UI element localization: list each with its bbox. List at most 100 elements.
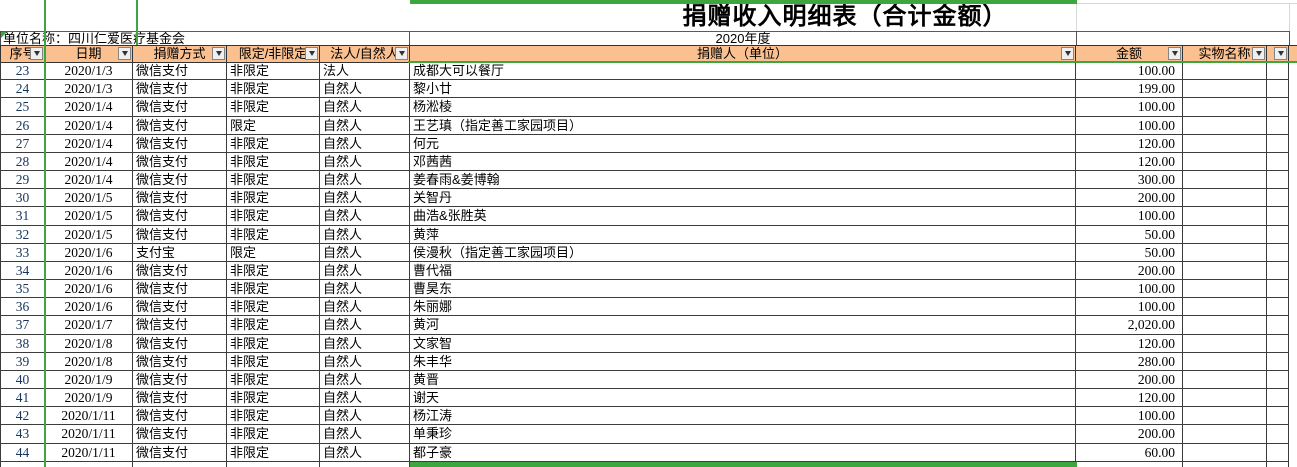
cell-seq[interactable]: 36	[0, 298, 45, 317]
cell-extra[interactable]	[1267, 171, 1289, 190]
cell-method[interactable]: 微信支付	[133, 116, 227, 135]
filter-dropdown-icon[interactable]	[305, 47, 318, 60]
cell-amount[interactable]: 2,020.00	[1076, 316, 1183, 335]
cell-donor[interactable]: 侯漫秋（指定善工家园项目）	[410, 243, 1076, 262]
cell-method[interactable]: 微信支付	[133, 298, 227, 317]
cell-entity[interactable]: 自然人	[320, 80, 410, 99]
cell-entity[interactable]: 自然人	[320, 280, 410, 299]
cell-donor[interactable]: 曲浩&张胜英	[410, 207, 1076, 226]
cell-donor[interactable]: 黄萍	[410, 225, 1076, 244]
cell-amount[interactable]: 200.00	[1076, 370, 1183, 390]
cell-donor[interactable]: 单秉珍	[410, 425, 1076, 444]
cell-donor[interactable]: 王艺瑱（指定善工家园项目）	[410, 116, 1076, 135]
cell-method[interactable]: 微信支付	[133, 207, 227, 226]
cell-seq[interactable]: 38	[0, 334, 45, 353]
cell-amount[interactable]: 200.00	[1076, 425, 1183, 444]
cell-item[interactable]	[1183, 134, 1267, 153]
cell-amount[interactable]	[1076, 461, 1183, 467]
cell-extra[interactable]	[1267, 370, 1289, 390]
cell-entity[interactable]: 自然人	[320, 352, 410, 371]
cell-extra[interactable]	[1267, 298, 1289, 317]
cell-donor[interactable]: 姜春雨&姜博翰	[410, 171, 1076, 190]
cell-method[interactable]: 微信支付	[133, 389, 227, 408]
cell-amount[interactable]: 100.00	[1076, 298, 1183, 317]
cell-amount[interactable]: 100.00	[1076, 62, 1183, 81]
cell-amount[interactable]: 100.00	[1076, 407, 1183, 426]
cell-restriction[interactable]: 限定	[227, 243, 320, 262]
cell-extra[interactable]	[1267, 80, 1289, 99]
cell-item[interactable]	[1183, 189, 1267, 208]
cell-entity[interactable]: 自然人	[320, 152, 410, 172]
cell-amount[interactable]: 199.00	[1076, 80, 1183, 99]
cell-donor[interactable]: 朱丰华	[410, 352, 1076, 371]
cell-item[interactable]	[1183, 207, 1267, 226]
cell-item[interactable]	[1183, 298, 1267, 317]
cell-entity[interactable]: 自然人	[320, 98, 410, 117]
cell-method[interactable]: 支付宝	[133, 243, 227, 262]
cell-amount[interactable]: 280.00	[1076, 352, 1183, 371]
cell-seq[interactable]: 27	[0, 134, 45, 153]
cell-extra[interactable]	[1267, 207, 1289, 226]
cell-seq[interactable]: 29	[0, 171, 45, 190]
cell-entity[interactable]: 自然人	[320, 207, 410, 226]
cell-seq[interactable]: 42	[0, 407, 45, 426]
cell-restriction[interactable]: 非限定	[227, 425, 320, 444]
cell-method[interactable]: 微信支付	[133, 425, 227, 444]
cell-method[interactable]: 微信支付	[133, 443, 227, 462]
cell-donor[interactable]: 黄河	[410, 316, 1076, 335]
cell-item[interactable]	[1183, 389, 1267, 408]
cell-restriction[interactable]: 限定	[227, 116, 320, 135]
cell-date[interactable]: 2020/1/6	[45, 261, 133, 281]
cell-seq[interactable]: 43	[0, 425, 45, 444]
cell-restriction[interactable]: 非限定	[227, 389, 320, 408]
cell-date[interactable]: 2020/1/5	[45, 207, 133, 226]
filter-dropdown-icon[interactable]	[30, 47, 43, 60]
cell-method[interactable]: 微信支付	[133, 370, 227, 390]
cell-seq[interactable]	[0, 461, 45, 467]
cell-item[interactable]	[1183, 443, 1267, 462]
cell-date[interactable]: 2020/1/6	[45, 298, 133, 317]
cell-date[interactable]: 2020/1/5	[45, 189, 133, 208]
cell-method[interactable]: 微信支付	[133, 152, 227, 172]
cell-restriction[interactable]: 非限定	[227, 189, 320, 208]
cell-entity[interactable]: 自然人	[320, 189, 410, 208]
filter-dropdown-icon[interactable]	[1061, 47, 1074, 60]
cell-date[interactable]: 2020/1/11	[45, 407, 133, 426]
cell-seq[interactable]: 35	[0, 280, 45, 299]
cell-date[interactable]: 2020/1/5	[45, 225, 133, 244]
cell-extra[interactable]	[1267, 189, 1289, 208]
cell-amount[interactable]: 100.00	[1076, 116, 1183, 135]
cell-donor[interactable]: 黄晋	[410, 370, 1076, 390]
cell-extra[interactable]	[1267, 425, 1289, 444]
cell-seq[interactable]: 26	[0, 116, 45, 135]
cell-donor[interactable]: 都子豪	[410, 443, 1076, 462]
cell-item[interactable]	[1183, 316, 1267, 335]
cell-entity[interactable]: 自然人	[320, 134, 410, 153]
cell-restriction[interactable]: 非限定	[227, 134, 320, 153]
cell-seq[interactable]: 40	[0, 370, 45, 390]
cell-amount[interactable]: 60.00	[1076, 443, 1183, 462]
cell-method[interactable]: 微信支付	[133, 189, 227, 208]
cell-item[interactable]	[1183, 461, 1267, 467]
cell-method[interactable]: 微信支付	[133, 98, 227, 117]
cell-restriction[interactable]: 非限定	[227, 80, 320, 99]
cell-extra[interactable]	[1267, 352, 1289, 371]
cell-entity[interactable]: 自然人	[320, 316, 410, 335]
cell-item[interactable]	[1183, 425, 1267, 444]
cell-seq[interactable]: 30	[0, 189, 45, 208]
cell-restriction[interactable]: 非限定	[227, 62, 320, 81]
cell-restriction[interactable]: 非限定	[227, 298, 320, 317]
cell-seq[interactable]: 44	[0, 443, 45, 462]
cell-method[interactable]: 微信支付	[133, 280, 227, 299]
cell-method[interactable]: 微信支付	[133, 261, 227, 281]
cell-amount[interactable]: 50.00	[1076, 243, 1183, 262]
cell-date[interactable]: 2020/1/9	[45, 370, 133, 390]
cell-extra[interactable]	[1267, 316, 1289, 335]
cell-item[interactable]	[1183, 370, 1267, 390]
cell-date[interactable]: 2020/1/11	[45, 425, 133, 444]
cell-extra[interactable]	[1267, 116, 1289, 135]
cell-seq[interactable]: 24	[0, 80, 45, 99]
cell-restriction[interactable]: 非限定	[227, 280, 320, 299]
cell-amount[interactable]: 300.00	[1076, 171, 1183, 190]
cell-item[interactable]	[1183, 116, 1267, 135]
